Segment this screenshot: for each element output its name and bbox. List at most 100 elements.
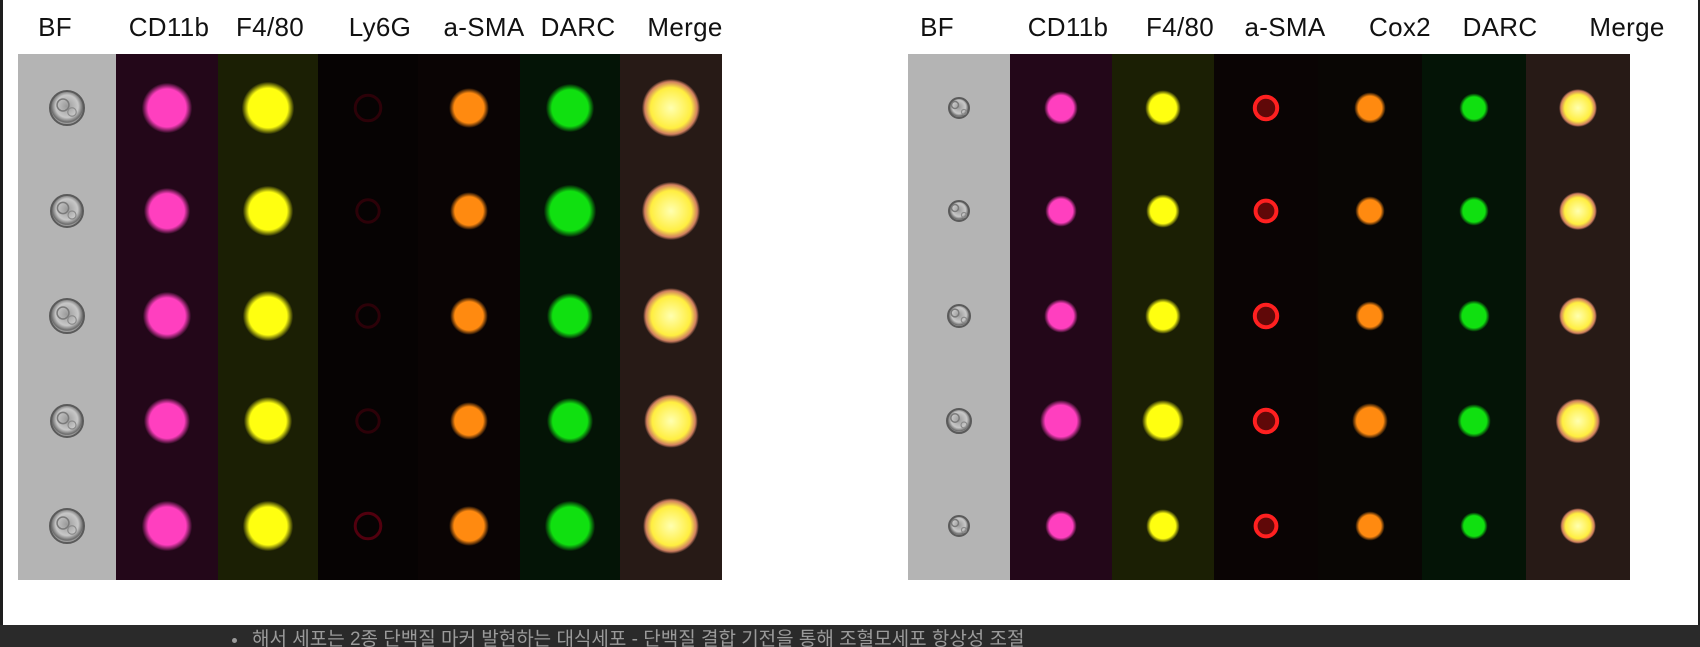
tile-a-sma	[1214, 54, 1318, 162]
header-bf: BF	[920, 11, 954, 42]
tile-darc	[1422, 157, 1526, 265]
image-row	[908, 262, 1682, 370]
bf-cell-image	[18, 367, 116, 475]
tile-merge	[1526, 262, 1630, 370]
tile-ly6g	[318, 262, 418, 370]
tile-cd11b	[116, 157, 218, 265]
bf-cell-image	[908, 262, 1010, 370]
tile-ly6g	[318, 367, 418, 475]
tile-darc	[1422, 367, 1526, 475]
cd11b-cell-image	[1010, 157, 1112, 265]
bf-cell-image	[18, 472, 116, 580]
tile-cd11b	[116, 262, 218, 370]
f4-80-cell-image	[1112, 262, 1214, 370]
tile-merge	[620, 262, 722, 370]
f4-80-cell-image	[1112, 54, 1214, 162]
caption-bullet	[232, 638, 237, 643]
a-sma-cell-image	[1214, 472, 1318, 580]
cox2-cell-image	[1318, 54, 1422, 162]
tile-darc	[520, 472, 620, 580]
merge-cell-image	[1526, 54, 1630, 162]
header-f480: F4/80	[236, 11, 304, 42]
bf-cell-image	[908, 472, 1010, 580]
bottom-caption-bar: 해서 세포는 2종 단백질 마커 발현하는 대식세포 - 단백질 결합 기전을 …	[0, 625, 1700, 647]
tile-f4-80	[218, 54, 318, 162]
tile-cd11b	[1010, 367, 1112, 475]
f4-80-cell-image	[1112, 367, 1214, 475]
tile-bf	[908, 472, 1010, 580]
tile-cox2	[1318, 262, 1422, 370]
tile-cox2	[1318, 54, 1422, 162]
tile-merge	[620, 472, 722, 580]
merge-cell-image	[1526, 262, 1630, 370]
cd11b-cell-image	[1010, 472, 1112, 580]
tile-f4-80	[218, 262, 318, 370]
cox2-cell-image	[1318, 367, 1422, 475]
f4-80-cell-image	[1112, 472, 1214, 580]
tile-a-sma	[1214, 157, 1318, 265]
merge-cell-image	[1526, 472, 1630, 580]
f4-80-cell-image	[218, 54, 318, 162]
merge-cell-image	[620, 262, 722, 370]
tile-a-sma	[418, 367, 520, 475]
image-row	[908, 472, 1682, 580]
image-row	[18, 472, 782, 580]
tile-merge	[620, 54, 722, 162]
tile-a-sma	[1214, 367, 1318, 475]
tile-a-sma	[418, 472, 520, 580]
a-sma-cell-image	[1214, 367, 1318, 475]
header-cd11b: CD11b	[1027, 11, 1109, 42]
merge-cell-image	[620, 472, 722, 580]
header-darc: DARC	[1462, 11, 1538, 42]
tile-darc	[520, 262, 620, 370]
image-row	[908, 367, 1682, 475]
merge-cell-image	[620, 367, 722, 475]
cd11b-cell-image	[116, 54, 218, 162]
image-row	[18, 367, 782, 475]
darc-cell-image	[520, 262, 620, 370]
tile-merge	[620, 157, 722, 265]
a-sma-cell-image	[418, 157, 520, 265]
darc-cell-image	[1422, 157, 1526, 265]
tile-bf	[908, 367, 1010, 475]
tile-darc	[520, 367, 620, 475]
tile-f4-80	[218, 367, 318, 475]
f4-80-cell-image	[218, 157, 318, 265]
image-row	[908, 54, 1682, 162]
tile-cd11b	[1010, 157, 1112, 265]
image-row	[18, 157, 782, 265]
tile-merge	[620, 367, 722, 475]
image-row	[908, 157, 1682, 265]
tile-bf	[18, 367, 116, 475]
tile-darc	[1422, 54, 1526, 162]
tile-cd11b	[1010, 54, 1112, 162]
f4-80-cell-image	[218, 367, 318, 475]
tile-bf	[908, 54, 1010, 162]
tile-cd11b	[116, 367, 218, 475]
merge-cell-image	[1526, 367, 1630, 475]
tile-bf	[18, 54, 116, 162]
tile-bf	[908, 157, 1010, 265]
header-ly6g: Ly6G	[348, 11, 412, 42]
tile-darc	[520, 157, 620, 265]
header-cd11b: CD11b	[128, 11, 210, 42]
a-sma-cell-image	[418, 367, 520, 475]
a-sma-cell-image	[1214, 157, 1318, 265]
ly6g-cell-image	[318, 367, 418, 475]
tile-cox2	[1318, 367, 1422, 475]
darc-cell-image	[520, 472, 620, 580]
tile-bf	[908, 262, 1010, 370]
bf-cell-image	[908, 54, 1010, 162]
header-merge: Merge	[1589, 11, 1665, 42]
darc-cell-image	[520, 367, 620, 475]
header-darc: DARC	[540, 11, 616, 42]
cd11b-cell-image	[1010, 367, 1112, 475]
darc-cell-image	[1422, 262, 1526, 370]
tile-a-sma	[418, 54, 520, 162]
caption-text: 해서 세포는 2종 단백질 마커 발현하는 대식세포 - 단백질 결합 기전을 …	[252, 629, 1025, 647]
darc-cell-image	[520, 54, 620, 162]
merge-cell-image	[620, 54, 722, 162]
tile-darc	[520, 54, 620, 162]
tile-f4-80	[1112, 262, 1214, 370]
bf-cell-image	[18, 262, 116, 370]
